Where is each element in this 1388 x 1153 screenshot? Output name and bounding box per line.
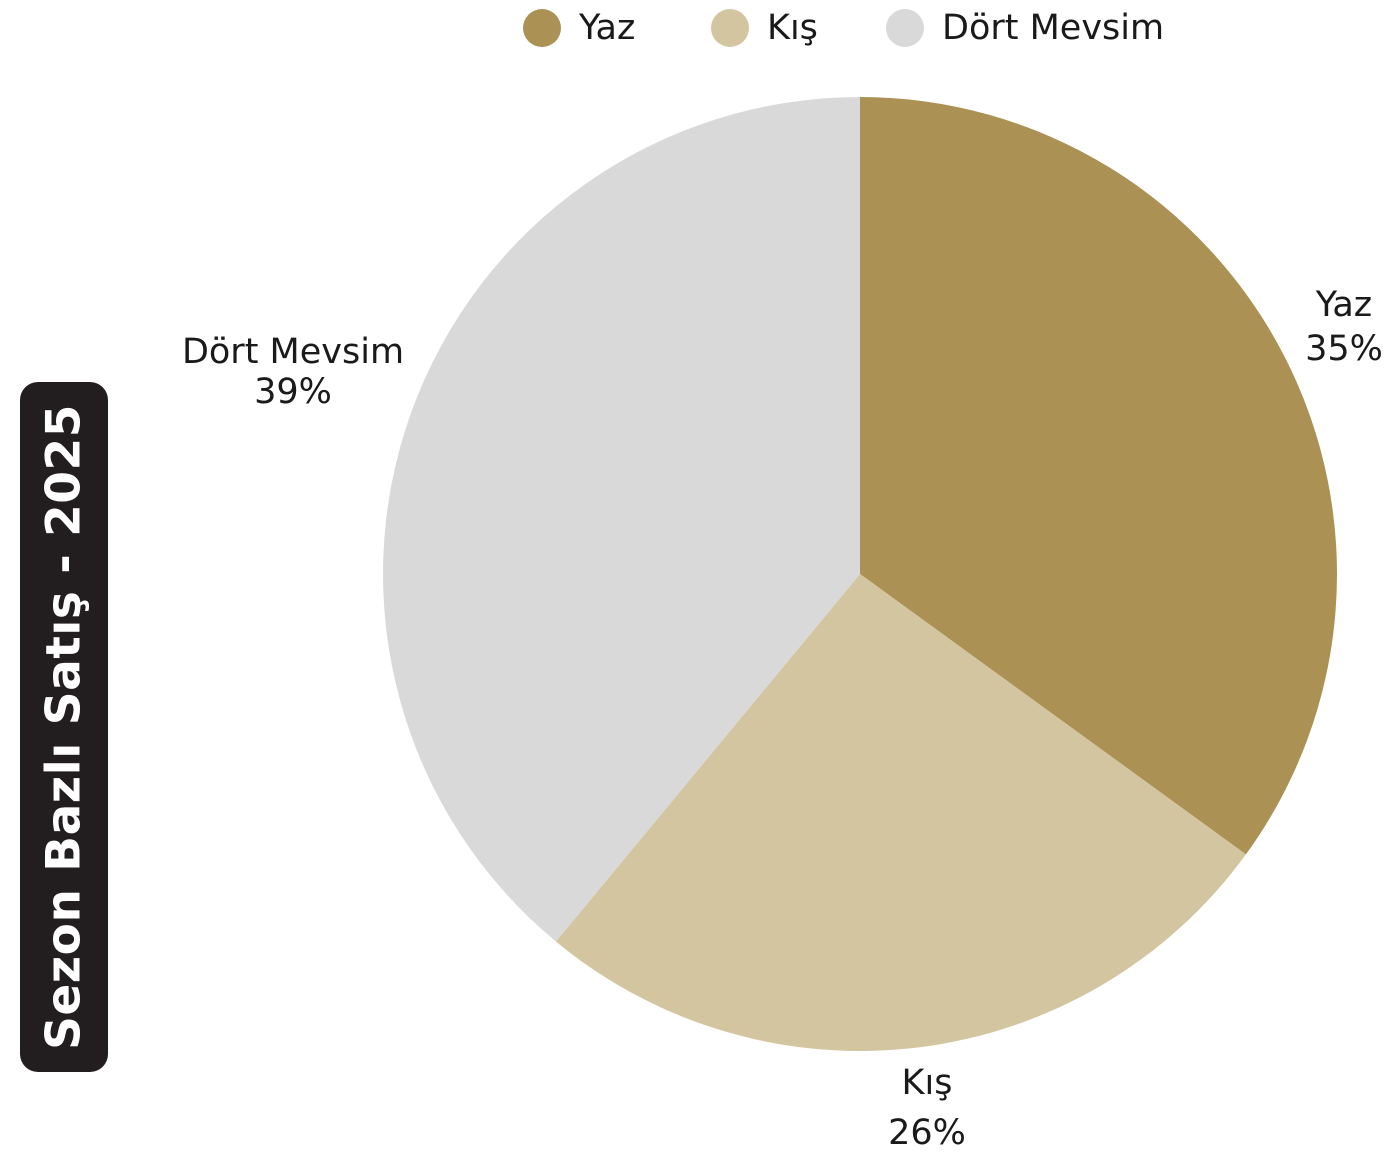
chart-title-badge: Sezon Bazlı Satış - 2025 (20, 382, 108, 1072)
slice-label-kis: Kış (902, 1063, 953, 1103)
slice-label-yaz: Yaz (1315, 285, 1372, 325)
slice-label-group-yaz: Yaz 35% (1305, 285, 1383, 369)
legend-swatch-kis (711, 9, 749, 47)
slice-value-kis: 26% (888, 1113, 966, 1153)
slice-label-group-kis: Kış 26% (888, 1063, 966, 1153)
legend-label-kis: Kış (767, 8, 818, 48)
pie-slice-kis[interactable] (555, 574, 1246, 1051)
legend: Yaz Kış Dört Mevsim (0, 0, 1388, 56)
slice-value-yaz: 35% (1305, 329, 1383, 369)
slice-label-group-dort-mevsim: Dört Mevsim 39% (182, 332, 404, 412)
legend-swatch-dort-mevsim (886, 9, 924, 47)
chart-title: Sezon Bazlı Satış - 2025 (36, 404, 92, 1050)
slice-value-dort-mevsim: 39% (254, 372, 332, 412)
legend-label-yaz: Yaz (579, 8, 636, 48)
legend-label-dort-mevsim: Dört Mevsim (942, 8, 1165, 48)
slice-label-dort-mevsim: Dört Mevsim (182, 332, 404, 372)
legend-swatch-yaz (523, 9, 561, 47)
legend-item-dort-mevsim[interactable]: Dört Mevsim (886, 8, 1164, 48)
legend-item-yaz[interactable]: Yaz (523, 8, 635, 48)
pie-slices (383, 97, 1337, 1051)
legend-item-kis[interactable]: Kış (711, 8, 818, 48)
pie-slice-yaz[interactable] (860, 97, 1337, 855)
pie-slice-dort-mevsim[interactable] (383, 97, 860, 942)
